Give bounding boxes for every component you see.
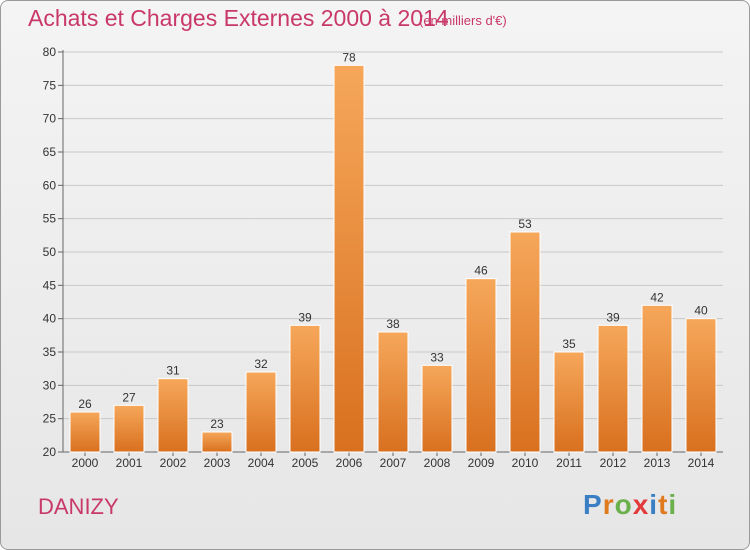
bar-2001 — [113, 404, 145, 453]
bar-2011 — [553, 351, 585, 453]
x-tick-label-2001: 2001 — [116, 456, 143, 470]
bars — [69, 64, 717, 453]
x-tick-label-2006: 2006 — [336, 456, 363, 470]
bar-2010 — [509, 231, 541, 453]
brand-letter: i — [649, 489, 659, 520]
commune-name: DANIZY — [38, 494, 119, 519]
y-tick-label: 20 — [43, 445, 57, 459]
bar-2009 — [465, 278, 497, 453]
y-tick-label: 70 — [43, 112, 57, 126]
x-tick-label-2005: 2005 — [292, 456, 319, 470]
y-tick-label: 65 — [43, 145, 57, 159]
bar-2014 — [685, 318, 717, 453]
brand-letter: i — [668, 489, 678, 520]
labels: 20 25 30 35 40 45 50 55 60 65 70 75 80 26 2000 27 2001 31… — [43, 45, 715, 470]
bar-2002 — [157, 378, 189, 453]
chart-title: Achats et Charges Externes 2000 à 2014 — [28, 5, 449, 31]
y-tick-label: 60 — [43, 178, 57, 192]
x-tick-label-2004: 2004 — [248, 456, 275, 470]
x-tick-label-2012: 2012 — [600, 456, 627, 470]
x-tick-label-2000: 2000 — [72, 456, 99, 470]
value-label-2005: 39 — [298, 310, 312, 324]
x-tick-label-2009: 2009 — [468, 456, 495, 470]
bar-2004 — [245, 371, 277, 453]
brand-letter: P — [583, 489, 603, 520]
value-label-2011: 35 — [562, 337, 576, 351]
value-label-2004: 32 — [254, 357, 268, 371]
x-tick-label-2011: 2011 — [556, 456, 582, 470]
bar-2005 — [289, 324, 321, 453]
value-label-2010: 53 — [518, 217, 532, 231]
brand-letter: x — [632, 489, 650, 520]
value-label-2003: 23 — [210, 417, 224, 431]
x-tick-label-2003: 2003 — [204, 456, 231, 470]
value-label-2014: 40 — [694, 304, 708, 318]
y-tick-label: 80 — [43, 45, 57, 59]
value-label-2006: 78 — [342, 50, 356, 64]
value-label-2007: 38 — [386, 317, 400, 331]
x-tick-label-2014: 2014 — [688, 456, 715, 470]
bar-2003 — [201, 431, 233, 453]
y-tick-label: 35 — [43, 345, 57, 359]
brand-letter: t — [658, 489, 669, 520]
x-tick-label-2013: 2013 — [644, 456, 671, 470]
x-tick-label-2010: 2010 — [512, 456, 539, 470]
value-label-2012: 39 — [606, 310, 620, 324]
value-label-2013: 42 — [650, 290, 664, 304]
x-tick-label-2002: 2002 — [160, 456, 187, 470]
value-label-2001: 27 — [122, 390, 136, 404]
bar-2008 — [421, 364, 453, 453]
value-label-2000: 26 — [78, 397, 92, 411]
value-label-2009: 46 — [474, 264, 488, 278]
value-label-2008: 33 — [430, 350, 444, 364]
brand-logo: Proxiti — [583, 489, 677, 521]
bar-2000 — [69, 411, 101, 453]
bar-2006 — [333, 64, 365, 453]
x-tick-label-2008: 2008 — [424, 456, 451, 470]
y-tick-label: 25 — [43, 412, 57, 426]
bar-2012 — [597, 324, 629, 453]
y-tick-label: 40 — [43, 312, 57, 326]
y-tick-label: 55 — [43, 212, 57, 226]
bar-2007 — [377, 331, 409, 453]
bar-2013 — [641, 304, 673, 453]
x-tick-label-2007: 2007 — [380, 456, 407, 470]
brand-letter: r — [602, 489, 615, 520]
brand-letter: o — [614, 489, 633, 520]
y-tick-label: 50 — [43, 245, 57, 259]
y-tick-label: 30 — [43, 378, 57, 392]
value-label-2002: 31 — [166, 364, 180, 378]
y-tick-label: 45 — [43, 278, 57, 292]
y-tick-label: 75 — [43, 78, 57, 92]
chart-subtitle: (en milliers d'€) — [419, 13, 507, 28]
